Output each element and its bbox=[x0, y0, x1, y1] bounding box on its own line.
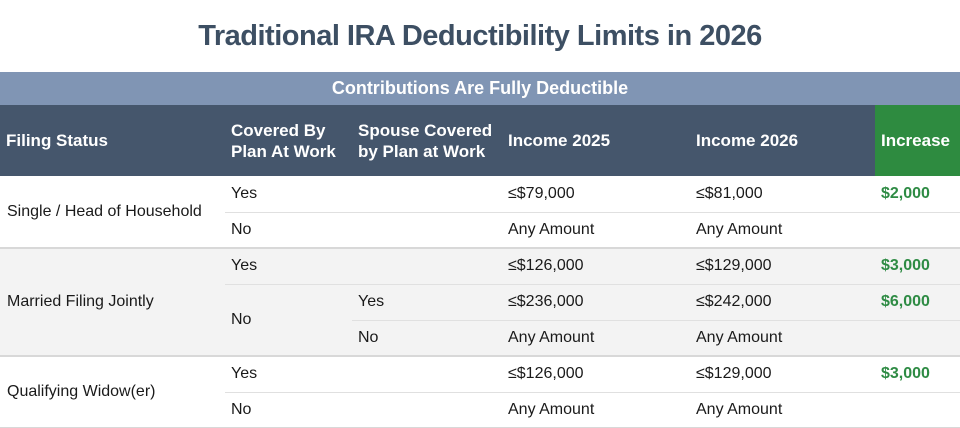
income-2026-cell: Any Amount bbox=[690, 319, 875, 356]
filing-status-cell: Married Filing Jointly bbox=[0, 247, 225, 356]
table-row: No Any Amount Any Amount bbox=[0, 211, 960, 248]
table-row: No Any Amount Any Amount bbox=[0, 391, 960, 428]
spouse-covered-cell bbox=[352, 176, 502, 212]
income-2025-cell: ≤$79,000 bbox=[508, 184, 575, 202]
col-header-income-2026: Income 2026 bbox=[690, 105, 875, 176]
increase-cell bbox=[875, 391, 960, 428]
covered-cell: Yes bbox=[225, 247, 352, 284]
covered-cell: Yes bbox=[231, 184, 258, 202]
covered-cell: No bbox=[225, 211, 352, 248]
income-2025-cell: ≤$236,000 bbox=[502, 283, 690, 320]
increase-cell: $2,000 bbox=[881, 184, 930, 202]
table-row: Qualifying Widow(er) Yes ≤$126,000 ≤$129… bbox=[0, 355, 960, 428]
table-row: No Yes ≤$236,000 ≤$242,000 $6,000 bbox=[0, 283, 960, 356]
income-2026-cell: ≤$129,000 bbox=[690, 247, 875, 284]
income-2025-cell: Any Amount bbox=[502, 319, 690, 356]
spouse-covered-cell: No bbox=[352, 319, 502, 356]
increase-cell: $6,000 bbox=[875, 283, 960, 320]
col-header-income-2025: Income 2025 bbox=[502, 105, 690, 176]
page-title: Traditional IRA Deductibility Limits in … bbox=[198, 20, 762, 52]
col-header-covered-by-plan: Covered By Plan At Work bbox=[225, 105, 352, 176]
col-header-spouse-covered: Spouse Covered by Plan at Work bbox=[352, 105, 502, 176]
income-2026-cell: ≤$81,000 bbox=[696, 184, 763, 202]
income-2025-cell: Any Amount bbox=[502, 211, 690, 248]
income-2025-cell: Any Amount bbox=[502, 391, 690, 428]
spouse-covered-cell: Yes bbox=[352, 283, 502, 320]
col-header-increase: Increase bbox=[875, 105, 960, 176]
table-banner: Contributions Are Fully Deductible bbox=[0, 72, 960, 105]
spouse-covered-cell bbox=[352, 391, 502, 428]
header-row: Filing Status Covered By Plan At Work Sp… bbox=[0, 105, 960, 176]
increase-cell: $3,000 bbox=[875, 355, 960, 392]
increase-cell: $3,000 bbox=[875, 247, 960, 284]
increase-cell bbox=[875, 211, 960, 248]
spouse-covered-cell bbox=[352, 355, 502, 392]
table-row: No Any Amount Any Amount bbox=[0, 319, 960, 356]
income-2026-cell: ≤$129,000 bbox=[690, 355, 875, 392]
filing-status-cell: Single / Head of Household bbox=[7, 202, 202, 220]
ira-limits-table: Filing Status Covered By Plan At Work Sp… bbox=[0, 105, 960, 428]
income-2025-cell: ≤$126,000 bbox=[502, 355, 690, 392]
col-header-filing-status: Filing Status bbox=[0, 105, 225, 176]
spouse-covered-cell bbox=[352, 247, 502, 284]
covered-cell: Yes bbox=[225, 355, 352, 392]
filing-status-cell: Qualifying Widow(er) bbox=[0, 355, 225, 428]
spouse-covered-cell bbox=[352, 211, 502, 248]
table-row: Married Filing Jointly Yes ≤$126,000 ≤$1… bbox=[0, 247, 960, 356]
table-row: Single / Head of Household Yes ≤$79,000 … bbox=[0, 176, 960, 220]
covered-cell: No bbox=[225, 283, 352, 356]
income-2026-cell: ≤$242,000 bbox=[690, 283, 875, 320]
income-2025-cell: ≤$126,000 bbox=[502, 247, 690, 284]
income-2026-cell: Any Amount bbox=[690, 211, 875, 248]
increase-cell bbox=[875, 319, 960, 356]
income-2026-cell: Any Amount bbox=[690, 391, 875, 428]
covered-cell: No bbox=[225, 391, 352, 428]
